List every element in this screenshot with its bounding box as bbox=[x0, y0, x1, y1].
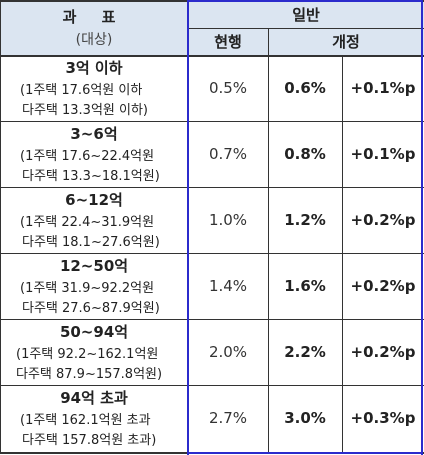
row-line2: 다주택 87.9~157.8억원) bbox=[16, 367, 163, 382]
table-border-left bbox=[0, 0, 1, 454]
highlight-border-top bbox=[187, 0, 423, 2]
row-divider bbox=[0, 319, 424, 320]
row-title: 12~50억 bbox=[59, 257, 129, 275]
revised-rate: 1.2% bbox=[284, 211, 326, 229]
row-line2: 다주택 18.1~27.6억원) bbox=[22, 235, 160, 250]
current-rate: 1.4% bbox=[208, 277, 248, 295]
row-line2: 다주택 13.3~18.1억원) bbox=[22, 169, 160, 184]
current-rate: 1.0% bbox=[208, 211, 248, 229]
row-line1: (1주택 31.9~92.2억원 bbox=[20, 281, 155, 296]
revised-rate: 3.0% bbox=[284, 409, 326, 427]
row-line1: (1주택 162.1억원 초과 bbox=[20, 413, 151, 428]
row-divider bbox=[0, 121, 424, 122]
current-label: 현행 bbox=[214, 33, 242, 51]
row-line1: (1주택 22.4~31.9억원 bbox=[20, 215, 155, 230]
revised-label: 개정 bbox=[332, 33, 360, 51]
row-title: 94억 초과 bbox=[60, 389, 128, 407]
revised-rate: 2.2% bbox=[284, 343, 326, 361]
row-line1: (1주택 17.6~22.4억원 bbox=[20, 149, 155, 164]
row-line1: (1주택 17.6억원 이하 bbox=[20, 83, 143, 98]
row-title: 3~6억 bbox=[70, 125, 118, 143]
category-subtitle: (대상) bbox=[75, 32, 113, 48]
rate-change: +0.2%p bbox=[350, 343, 416, 361]
rate-change: +0.3%p bbox=[350, 409, 416, 427]
revised-rate: 0.8% bbox=[284, 145, 326, 163]
rate-change: +0.2%p bbox=[350, 211, 416, 229]
header-divider bbox=[0, 55, 424, 57]
highlight-border-right bbox=[421, 0, 423, 455]
current-rate: 0.5% bbox=[208, 79, 248, 97]
row-title: 3억 이하 bbox=[65, 59, 123, 77]
general-label: 일반 bbox=[292, 5, 320, 24]
row-title: 6~12억 bbox=[65, 191, 123, 209]
current-rate: 0.7% bbox=[208, 145, 248, 163]
row-line2: 다주택 13.3억원 이하) bbox=[22, 103, 149, 118]
col-divider-current bbox=[268, 28, 269, 454]
header-general-cell: 일반 bbox=[188, 0, 424, 28]
header-category-cell: 과 표 (대상) bbox=[0, 0, 188, 55]
row-line2: 다주택 27.6~87.9억원) bbox=[22, 301, 160, 316]
rate-change: +0.2%p bbox=[350, 277, 416, 295]
category-title: 과 표 bbox=[62, 8, 126, 26]
row-divider bbox=[0, 385, 424, 386]
current-rate: 2.0% bbox=[208, 343, 248, 361]
col-divider-change bbox=[342, 55, 343, 454]
subheader-divider bbox=[188, 28, 424, 29]
highlight-border-left bbox=[187, 0, 189, 455]
revised-rate: 1.6% bbox=[284, 277, 326, 295]
rate-change: +0.1%p bbox=[350, 79, 416, 97]
highlight-border-bottom bbox=[187, 452, 423, 454]
row-line1: (1주택 92.2~162.1억원 bbox=[16, 347, 159, 362]
header-current-cell: 현행 bbox=[188, 28, 268, 55]
current-rate: 2.7% bbox=[208, 409, 248, 427]
revised-rate: 0.6% bbox=[284, 79, 326, 97]
row-divider bbox=[0, 187, 424, 188]
row-line2: 다주택 157.8억원 초과) bbox=[22, 433, 157, 448]
rate-change: +0.1%p bbox=[350, 145, 416, 163]
row-divider bbox=[0, 253, 424, 254]
row-title: 50~94억 bbox=[59, 323, 129, 341]
header-revised-cell: 개정 bbox=[268, 28, 424, 55]
